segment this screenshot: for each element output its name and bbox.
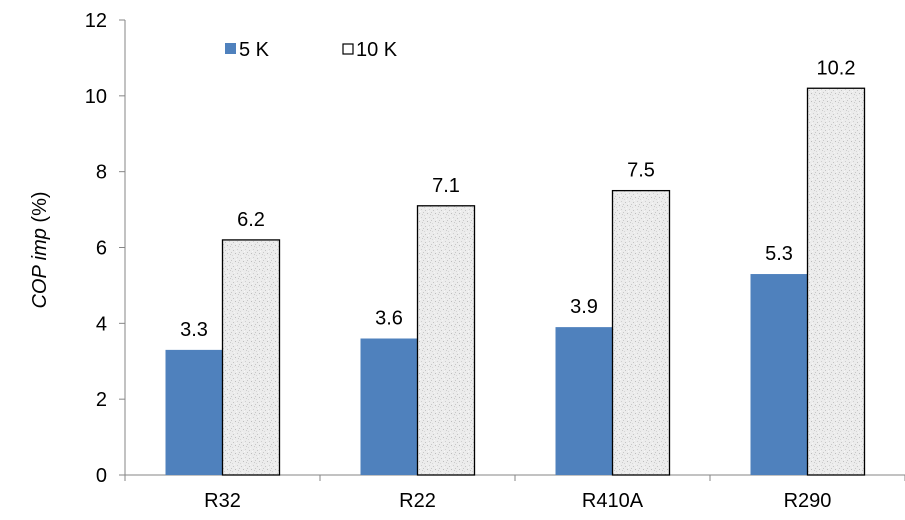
legend-label-5k: 5 K: [239, 39, 270, 61]
y-axis: 0 2 4 6 8 10 12: [85, 10, 126, 487]
bar-10k-r410a: [611, 189, 671, 476]
bars-group: [165, 87, 866, 476]
x-tick-label: R290: [784, 490, 832, 512]
bar-5k-r290: [750, 274, 808, 475]
x-tick-label: R410A: [582, 490, 644, 512]
y-tick-label: 12: [85, 10, 107, 32]
bar-5k-r410a: [555, 327, 613, 475]
data-label: 7.5: [627, 160, 655, 182]
bar-5k-r22: [360, 338, 418, 475]
legend-swatch-5k: [225, 43, 236, 54]
bar-10k-r22: [416, 205, 476, 476]
data-label: 6.2: [237, 209, 265, 231]
y-tick-label: 2: [96, 389, 107, 411]
data-label: 7.1: [432, 175, 460, 197]
data-label: 3.3: [180, 319, 208, 341]
data-label: 3.6: [375, 308, 403, 330]
bar-10k-r32: [221, 239, 281, 476]
legend-swatch-10k: [342, 43, 354, 55]
y-tick-label: 10: [85, 86, 107, 108]
y-tick-label: 8: [96, 162, 107, 184]
y-tick-label: 4: [96, 313, 107, 335]
x-axis: R32 R22 R410A R290: [124, 474, 905, 512]
y-tick-label: 6: [96, 238, 107, 260]
y-axis-title: COP imp (%): [29, 191, 51, 308]
bar-5k-r32: [165, 349, 223, 475]
data-labels-group: 3.3 6.2 3.6 7.1 3.9 7.5 5.3 10.2: [180, 57, 855, 341]
bar-10k-r290: [806, 87, 866, 476]
x-tick-label: R22: [399, 490, 436, 512]
y-tick-label: 0: [96, 465, 107, 487]
legend: 5 K 10 K: [225, 39, 398, 61]
x-tick-label: R32: [204, 490, 241, 512]
data-label: 10.2: [817, 57, 856, 79]
data-label: 3.9: [570, 296, 598, 318]
data-label: 5.3: [765, 243, 793, 265]
legend-label-10k: 10 K: [356, 39, 398, 61]
